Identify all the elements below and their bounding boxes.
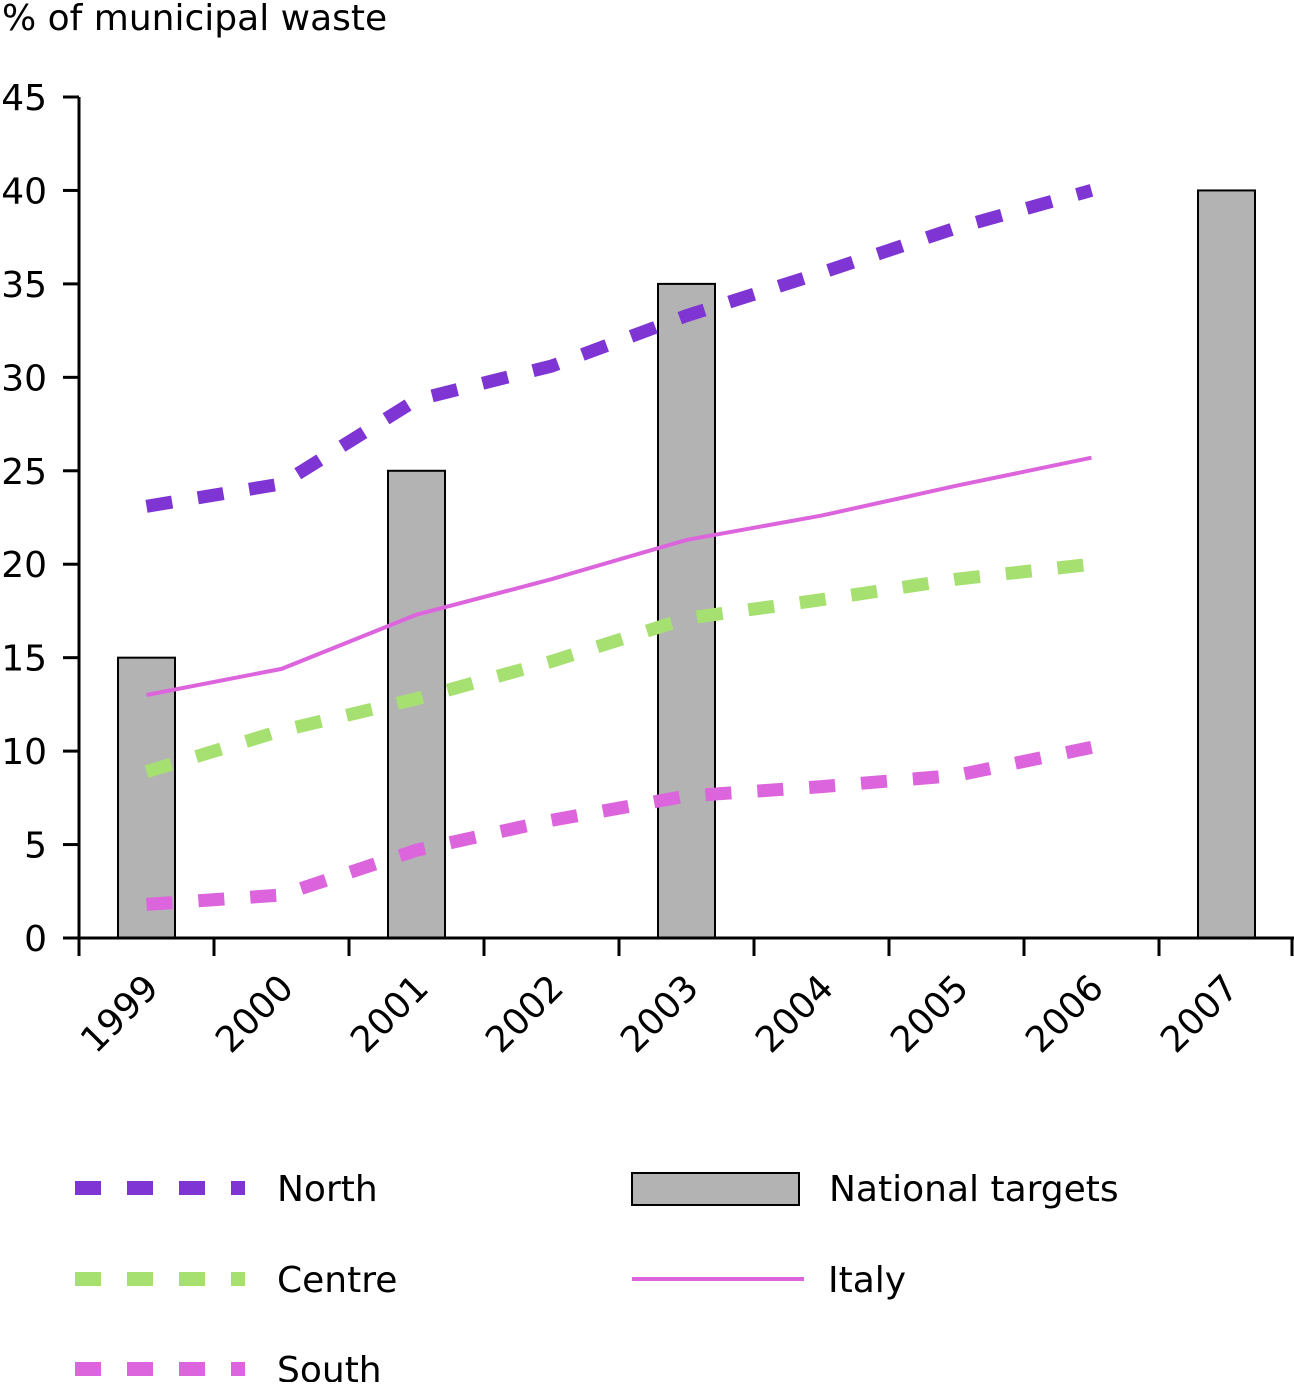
x-tick-label-2006: 2006 (1018, 967, 1112, 1061)
bar-national-targets-1999 (117, 656, 176, 940)
bars-layer (117, 189, 1256, 940)
lines-layer (144, 184, 1094, 911)
y-tick-label: 35 (1, 265, 47, 306)
x-tick-label-1999: 1999 (73, 967, 167, 1061)
x-tick-label-2002: 2002 (478, 967, 572, 1061)
legend-swatch-national-targets (631, 1172, 800, 1206)
x-tick-label-2001: 2001 (343, 967, 437, 1061)
series-line-north (145, 184, 1094, 513)
y-tick-label: 15 (1, 639, 47, 680)
legend-item-centre: Centre (75, 1260, 397, 1301)
y-tick-label: 45 (1, 78, 47, 119)
y-tick-label: 0 (24, 919, 47, 960)
legend-item-south: South (75, 1350, 382, 1386)
legend-item-national-targets: National targets (631, 1169, 1119, 1210)
x-tick-label-2004: 2004 (748, 967, 842, 1061)
x-tick-label-2000: 2000 (208, 967, 302, 1061)
series-line-centre (144, 557, 1093, 778)
y-tick-label: 30 (1, 358, 47, 399)
series-line-italy (146, 455, 1092, 697)
y-tick-label: 5 (24, 826, 47, 867)
axes-layer: 0 5 10 15 20 25 30 35 40 45 1999 2000 2001 2002 2003 20… (1, 78, 1294, 1061)
x-tick-label-2003: 2003 (613, 967, 707, 1061)
y-tick-label: 25 (1, 452, 47, 493)
legend-item-north: North (75, 1169, 378, 1210)
y-axis-unit-label: % of municipal waste (2, 0, 387, 39)
series-line-south (146, 741, 1093, 911)
legend: North Centre South National targets Italy (75, 1169, 1119, 1386)
legend-label-italy: Italy (828, 1260, 906, 1301)
bar-national-targets-2007 (1197, 189, 1256, 939)
y-tick-label: 20 (1, 545, 47, 586)
x-tick-label-2005: 2005 (883, 967, 977, 1061)
legend-label-national-targets: National targets (829, 1169, 1119, 1210)
legend-label-centre: Centre (277, 1260, 397, 1301)
legend-item-italy: Italy (632, 1260, 906, 1301)
y-tick-label: 10 (1, 732, 47, 773)
legend-label-south: South (277, 1350, 382, 1382)
y-tick-label: 40 (1, 171, 47, 212)
x-tick-label-2007: 2007 (1153, 967, 1247, 1061)
legend-label-north: North (277, 1169, 378, 1210)
